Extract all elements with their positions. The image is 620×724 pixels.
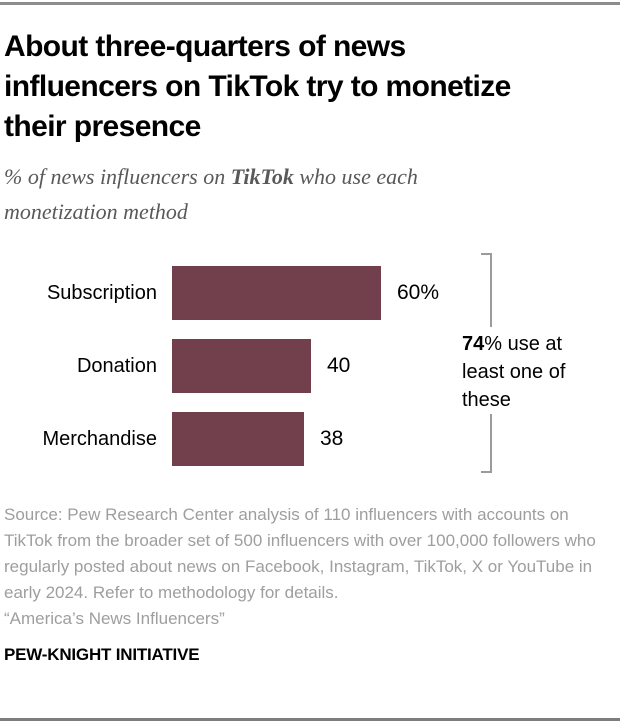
top-rule xyxy=(0,2,620,5)
subtitle-suffix: who use each monetization method xyxy=(4,164,418,224)
source-note: Source: Pew Research Center analysis of … xyxy=(4,505,596,602)
bar-chart: Subscription 60% Donation 40 Merchandise… xyxy=(4,253,614,473)
title-line-1: About three-quarters of news xyxy=(4,30,406,63)
bracket-annotation: 74% use at least one of these xyxy=(462,330,588,414)
category-label: Merchandise xyxy=(42,427,157,450)
title-line-2: influencers on TikTok try to monetize xyxy=(4,70,511,103)
bar-row-donation: Donation 40 xyxy=(4,339,614,393)
annotation-number: 74 xyxy=(462,333,485,355)
chart-subtitle: % of news influencers on TikTok who use … xyxy=(4,159,486,229)
annotation-text: % use at least one of these xyxy=(462,333,566,411)
bracket-top-segment xyxy=(481,253,492,327)
subtitle-prefix: % of news influencers on xyxy=(4,164,231,189)
footer: Source: Pew Research Center analysis of … xyxy=(4,502,614,665)
report-attribution: “America’s News Influencers” xyxy=(4,609,225,628)
bracket-bottom-segment xyxy=(481,406,492,473)
category-label: Subscription xyxy=(46,281,157,304)
title-line-3: their presence xyxy=(4,110,201,143)
bar-subscription xyxy=(172,266,381,320)
value-label: 60% xyxy=(397,281,440,304)
value-label: 38 xyxy=(320,427,344,450)
content: About three-quarters of news influencers… xyxy=(4,27,614,665)
bar-row-subscription: Subscription 60% xyxy=(4,266,614,320)
page-title: About three-quarters of news influencers… xyxy=(4,27,614,147)
bar-donation xyxy=(172,339,311,393)
subtitle-platform: TikTok xyxy=(230,164,294,189)
bottom-rule xyxy=(0,718,620,721)
bar-row-merchandise: Merchandise 38 xyxy=(4,412,614,466)
brand-label: PEW-KNIGHT INITIATIVE xyxy=(4,645,200,664)
bar-merchandise xyxy=(172,412,304,466)
value-label: 40 xyxy=(327,354,351,377)
category-label: Donation xyxy=(76,354,157,377)
